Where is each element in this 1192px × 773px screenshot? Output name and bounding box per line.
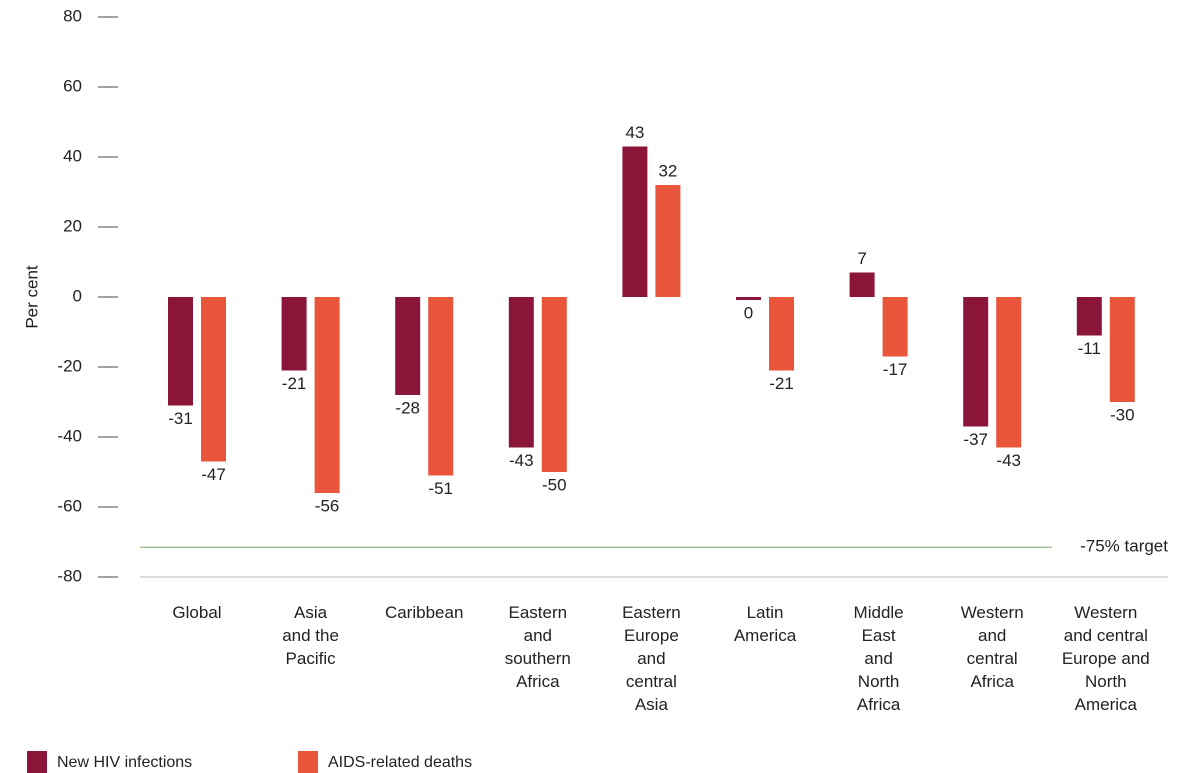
data-label: -31	[168, 409, 193, 428]
data-label: -37	[963, 430, 988, 449]
data-label: -51	[428, 479, 453, 498]
bar	[996, 297, 1022, 448]
data-label: -47	[201, 465, 226, 484]
x-tick-label: Middle East and North Africa	[853, 603, 904, 714]
data-label: 0	[744, 303, 753, 322]
bar	[622, 146, 648, 297]
x-tick-label: Western and central Europe and North Ame…	[1061, 603, 1150, 714]
data-label: 7	[857, 249, 866, 268]
data-label: -50	[542, 475, 567, 494]
y-tick-label: 0	[73, 286, 82, 305]
y-tick-label: 40	[63, 146, 82, 165]
bar	[541, 297, 567, 472]
y-tick-label: -40	[57, 426, 82, 445]
data-label: -28	[395, 398, 420, 417]
legend-swatch	[298, 751, 318, 773]
bar	[849, 272, 875, 297]
legend-label: New HIV infections	[57, 754, 192, 771]
y-tick-label: 20	[63, 216, 82, 235]
legend-label: AIDS-related deaths	[328, 754, 472, 771]
legend-swatch	[27, 751, 47, 773]
x-tick-label: Caribbean	[384, 603, 464, 622]
y-tick-label: -80	[57, 566, 82, 585]
bar	[882, 297, 908, 357]
x-tick-label: Global	[172, 603, 222, 622]
bar	[395, 297, 421, 395]
data-label: -56	[315, 496, 340, 515]
data-label: -30	[1110, 405, 1135, 424]
bar	[314, 297, 340, 493]
bar	[508, 297, 534, 448]
x-tick-label: Latin America	[733, 603, 797, 645]
bar	[769, 297, 794, 371]
y-tick-label: 60	[63, 76, 82, 95]
data-label: -21	[282, 374, 307, 393]
data-label: -43	[509, 451, 534, 470]
data-label: -11	[1078, 339, 1101, 358]
bar	[428, 297, 454, 476]
bar	[201, 297, 226, 462]
data-label: -21	[769, 374, 794, 393]
bar	[655, 185, 681, 297]
target-label: -75% target	[1080, 537, 1168, 556]
bar	[281, 297, 307, 371]
bar	[736, 297, 761, 300]
data-label: 43	[625, 123, 644, 142]
y-tick-label: -20	[57, 356, 82, 375]
bar	[168, 297, 193, 406]
data-label: -17	[883, 360, 908, 379]
bar	[963, 297, 989, 427]
y-tick-label: -60	[57, 496, 82, 515]
x-tick-label: Western and central Africa	[960, 603, 1024, 691]
x-tick-label: Asia and the Pacific	[282, 603, 339, 668]
x-tick-label: Eastern and southern Africa	[504, 603, 571, 691]
data-label: -43	[996, 451, 1021, 470]
data-label: 32	[658, 161, 677, 180]
y-axis-label: Per cent	[22, 265, 41, 329]
bar	[1109, 297, 1135, 402]
x-tick-label: Eastern Europe and central Asia	[622, 603, 681, 714]
y-tick-label: 80	[63, 6, 82, 25]
bar	[1076, 297, 1102, 336]
